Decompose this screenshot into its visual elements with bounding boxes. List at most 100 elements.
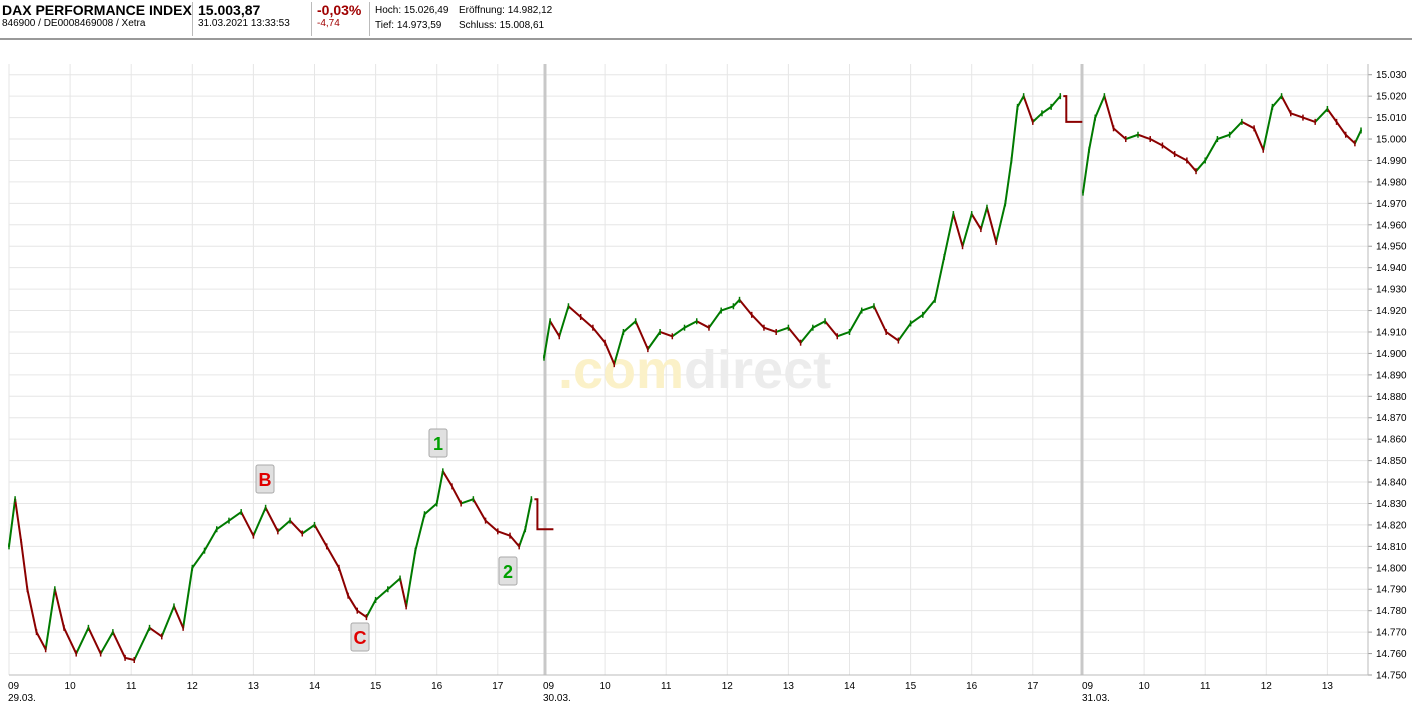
price-segment	[1112, 127, 1127, 141]
price-segment	[558, 305, 570, 338]
quote-header: DAX PERFORMANCE INDEX 846900 / DE0008469…	[0, 0, 1412, 40]
x-tick-label: 13	[1322, 681, 1334, 692]
y-tick-label: 14.760	[1376, 649, 1407, 660]
price-series	[8, 93, 1363, 663]
wave-label-box	[350, 622, 370, 652]
x-tick-label: 16	[966, 681, 978, 692]
price-segment	[1088, 116, 1097, 151]
price-segment	[671, 326, 686, 338]
price-segment	[14, 498, 23, 544]
session-close-line	[534, 498, 554, 531]
price-segment	[124, 656, 136, 661]
price-segment	[518, 528, 527, 548]
y-tick-label: 14.810	[1376, 542, 1407, 553]
watermark-logo: .comdirect	[558, 340, 831, 400]
price-segment	[1094, 95, 1106, 119]
y-tick-label: 14.850	[1376, 456, 1407, 467]
x-tick-label: 09	[8, 681, 20, 692]
high-stat: Hoch: 15.026,49	[375, 5, 448, 17]
last-price: 15.003,87	[198, 2, 261, 18]
y-tick-label: 14.940	[1376, 263, 1407, 274]
x-tick-label: 10	[1139, 681, 1151, 692]
y-tick-label: 14.860	[1376, 435, 1407, 446]
y-tick-label: 14.960	[1376, 220, 1407, 231]
low-label: Tief:	[375, 20, 395, 31]
x-tick-label: 09	[543, 681, 555, 692]
price-segment	[1082, 148, 1091, 194]
wave-label-text: C	[354, 628, 367, 648]
price-segment	[1344, 133, 1356, 145]
price-segment	[979, 206, 988, 231]
price-segment	[750, 313, 765, 329]
change-block: -0,03% -4,74	[317, 2, 361, 30]
wave-label-2: 2	[498, 556, 518, 586]
price-segment	[591, 326, 607, 344]
price-segment	[1103, 95, 1115, 130]
price-block: 15.003,87 31.03.2021 13:33:53	[198, 2, 290, 30]
price-segment	[399, 577, 408, 608]
price-segment	[172, 605, 185, 629]
price-segment	[405, 549, 417, 608]
price-segment	[1280, 95, 1292, 115]
instrument-block: DAX PERFORMANCE INDEX 846900 / DE0008469…	[2, 2, 192, 30]
change-percent: -0,03%	[317, 2, 362, 18]
price-segment	[53, 588, 65, 629]
price-segment	[613, 330, 625, 366]
price-segment	[1326, 108, 1338, 123]
x-tick-label: 15	[370, 681, 382, 692]
price-segment	[252, 506, 267, 537]
price-segment	[995, 202, 1007, 243]
price-segment	[240, 511, 255, 537]
price-segment	[1262, 105, 1274, 151]
price-segment	[707, 309, 723, 329]
open-label: Eröffnung:	[459, 5, 505, 16]
price-segment	[35, 631, 47, 651]
price-segment	[75, 626, 90, 655]
price-segment	[1271, 95, 1283, 108]
price-segment	[934, 255, 946, 301]
x-tick-label: 09	[1082, 681, 1094, 692]
price-segment	[111, 631, 127, 659]
price-segment	[860, 305, 875, 312]
wave-label-B: B	[255, 464, 275, 494]
x-tick-label: 11	[661, 681, 672, 692]
price-segment	[1240, 120, 1256, 130]
price-segment	[961, 213, 973, 248]
wave-annotations: B C 1 2	[255, 428, 518, 652]
price-segment	[1185, 159, 1198, 173]
price-segment	[87, 626, 102, 655]
price-segment	[191, 549, 206, 569]
divider	[369, 2, 370, 36]
price-segment	[872, 305, 888, 333]
price-segment	[659, 330, 674, 338]
wave-label-1: 1	[428, 428, 448, 458]
open-stat: Eröffnung: 14.982,12	[459, 5, 552, 17]
price-segment	[1335, 120, 1347, 136]
change-absolute: -4,74	[317, 18, 340, 29]
price-segment	[1004, 159, 1013, 205]
price-segment	[811, 320, 827, 329]
price-segment	[848, 309, 863, 333]
x-tick-label: 15	[905, 681, 917, 692]
price-segment	[885, 330, 900, 342]
x-tick-label: 13	[783, 681, 795, 692]
high-value: 15.026,49	[403, 5, 449, 16]
price-segment	[634, 320, 649, 351]
price-segment	[1010, 105, 1019, 162]
wave-label-text: 2	[503, 562, 513, 582]
quote-datetime: 31.03.2021 13:33:53	[198, 18, 290, 29]
price-segment	[1228, 120, 1243, 136]
price-segment	[836, 330, 851, 338]
price-segment	[148, 626, 163, 638]
price-segment	[460, 498, 475, 505]
y-axis: 15.030 15.020 15.010 15.000 14.990 14.980 14.9…	[1367, 64, 1407, 682]
price-segment	[1031, 112, 1043, 123]
price-segment	[1016, 95, 1025, 108]
y-tick-label: 14.830	[1376, 499, 1407, 510]
x-tick-label: 10	[65, 681, 77, 692]
divider	[192, 2, 193, 36]
price-segment	[26, 588, 38, 634]
price-segment	[337, 566, 350, 597]
close-label: Schluss:	[459, 20, 497, 31]
